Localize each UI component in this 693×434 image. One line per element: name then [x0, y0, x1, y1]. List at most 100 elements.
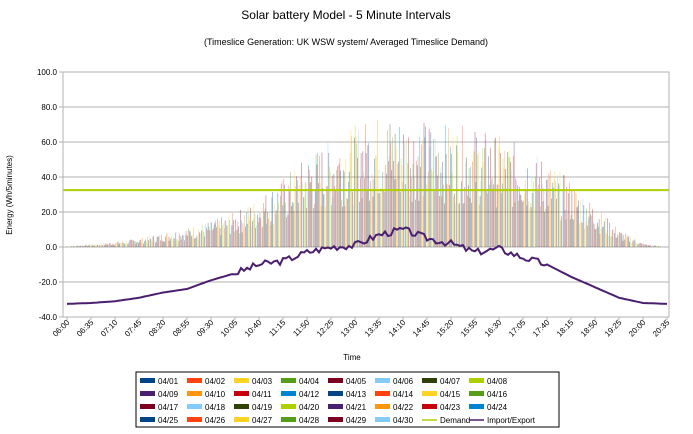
legend-entry: 04/09 — [158, 390, 179, 399]
x-tick-label: 16:30 — [483, 318, 504, 339]
x-tick-label: 12:25 — [315, 318, 336, 339]
y-tick-label: 100.0 — [37, 68, 58, 77]
legend-entry: 04/22 — [393, 403, 414, 412]
x-tick-label: 11:15 — [267, 318, 287, 338]
legend-entry: 04/24 — [487, 403, 508, 412]
legend-entry: 04/28 — [299, 416, 320, 425]
x-tick-label: 14:45 — [411, 318, 432, 339]
y-tick-label: -20.0 — [39, 278, 58, 287]
legend-swatch — [375, 391, 390, 396]
x-tick-label: 07:45 — [123, 318, 144, 339]
x-tick-label: 08:20 — [147, 318, 168, 339]
legend-entry: 04/20 — [299, 403, 320, 412]
x-tick-label: 17:05 — [507, 318, 528, 339]
y-tick-label: 20.0 — [41, 208, 57, 217]
x-tick-label: 20:35 — [651, 318, 672, 339]
x-tick-label: 08:55 — [171, 318, 192, 339]
x-tick-label: 06:35 — [75, 318, 96, 339]
y-axis-ticks: 100.0 80.0 60.0 40.0 20.0 0.0 -20.0 -40.0 — [37, 68, 63, 322]
legend-swatch — [469, 404, 484, 409]
legend-swatch — [469, 391, 484, 396]
x-axis-ticks: 06:00 06:35 07:10 07:45 08:20 08:55 09:30 10:05… — [51, 317, 672, 339]
legend-entry: 04/29 — [346, 416, 367, 425]
legend-swatch — [375, 378, 390, 383]
legend-swatch — [140, 417, 155, 422]
chart-title: Solar battery Model - 5 Minute Intervals — [241, 8, 450, 22]
import-export-line — [66, 226, 668, 305]
legend-swatch — [281, 417, 296, 422]
legend-swatch — [234, 417, 249, 422]
legend-swatch — [234, 404, 249, 409]
legend-swatch — [422, 391, 437, 396]
legend-entry: 04/11 — [252, 390, 272, 399]
legend-swatch — [328, 391, 343, 396]
legend-entry: 04/08 — [487, 377, 508, 386]
chart-subtitle: (Timeslice Generation: UK WSW system/ Av… — [204, 37, 488, 47]
legend-entry: 04/05 — [346, 377, 367, 386]
y-tick-label: 60.0 — [41, 138, 57, 147]
x-tick-label: 15:20 — [435, 318, 456, 339]
y-tick-label: 40.0 — [41, 173, 57, 182]
legend-box — [135, 371, 560, 428]
legend-entry: 04/18 — [205, 403, 226, 412]
legend-swatch — [187, 378, 202, 383]
legend-swatch — [422, 404, 437, 409]
legend-entry: Demand — [440, 416, 470, 425]
legend: 04/01 04/02 04/03 04/04 04/05 04/06 04/07 04/08… — [135, 371, 560, 428]
legend-entry: 04/25 — [158, 416, 179, 425]
legend-entry: 04/30 — [393, 416, 414, 425]
legend-swatch — [187, 417, 202, 422]
legend-entry: 04/15 — [440, 390, 461, 399]
legend-swatch — [328, 417, 343, 422]
legend-entry: 04/27 — [252, 416, 273, 425]
legend-entry: 04/14 — [393, 390, 414, 399]
legend-swatch — [281, 404, 296, 409]
x-axis-label: Time — [343, 353, 361, 362]
legend-entry: 04/19 — [252, 403, 273, 412]
generation-bars — [66, 119, 661, 247]
legend-entry: 04/10 — [205, 390, 226, 399]
legend-swatch — [328, 378, 343, 383]
legend-entry: Import/Export — [487, 416, 536, 425]
legend-swatch — [234, 378, 249, 383]
legend-entry: 04/06 — [393, 377, 414, 386]
legend-swatch — [281, 378, 296, 383]
legend-entry: 04/17 — [158, 403, 179, 412]
legend-swatch — [375, 417, 390, 422]
legend-swatch — [140, 391, 155, 396]
legend-swatch — [140, 404, 155, 409]
legend-swatch — [375, 404, 390, 409]
legend-entry: 04/02 — [205, 377, 226, 386]
x-tick-label: 18:15 — [555, 318, 576, 339]
x-tick-label: 18:50 — [579, 318, 600, 339]
legend-entry: 04/23 — [440, 403, 461, 412]
legend-entry: 04/03 — [252, 377, 273, 386]
legend-entry: 04/21 — [346, 403, 367, 412]
legend-swatch — [469, 378, 484, 383]
legend-swatch — [422, 378, 437, 383]
x-tick-label: 13:00 — [339, 318, 360, 339]
legend-swatch — [187, 404, 202, 409]
legend-swatch — [140, 378, 155, 383]
x-tick-label: 07:10 — [99, 318, 120, 339]
legend-swatch — [187, 391, 202, 396]
x-tick-label: 10:05 — [219, 318, 240, 339]
x-tick-label: 15:55 — [459, 318, 480, 339]
legend-entry: 04/26 — [205, 416, 226, 425]
x-tick-label: 09:30 — [195, 318, 216, 339]
x-tick-label: 10:40 — [243, 318, 264, 339]
y-axis-label: Energy (Wh/5minutes) — [5, 155, 14, 235]
legend-swatch — [328, 404, 343, 409]
legend-entry: 04/16 — [487, 390, 508, 399]
x-tick-label: 14:10 — [387, 318, 408, 339]
legend-swatch — [234, 391, 249, 396]
legend-entry: 04/07 — [440, 377, 461, 386]
x-tick-label: 17:40 — [531, 318, 552, 339]
x-tick-label: 20:00 — [627, 318, 648, 339]
x-tick-label: 13:35 — [363, 318, 384, 339]
legend-entry: 04/04 — [299, 377, 320, 386]
y-tick-label: -40.0 — [39, 313, 58, 322]
legend-entry: 04/13 — [346, 390, 367, 399]
x-tick-label: 11:50 — [291, 318, 311, 338]
